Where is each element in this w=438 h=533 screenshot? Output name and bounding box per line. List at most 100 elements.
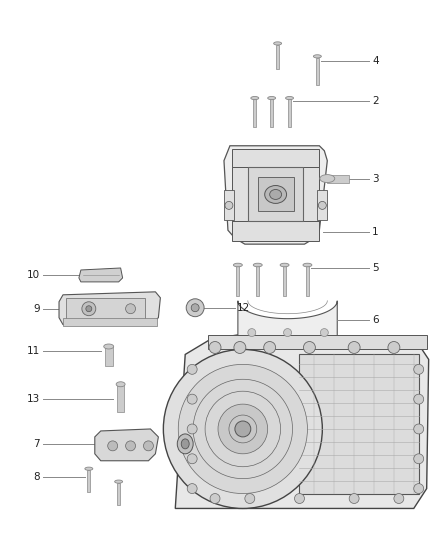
Polygon shape — [79, 268, 123, 282]
Text: 6: 6 — [372, 314, 378, 325]
Bar — [316, 58, 319, 85]
Text: 10: 10 — [27, 270, 40, 280]
Circle shape — [245, 494, 255, 504]
Polygon shape — [95, 429, 159, 461]
Bar — [232, 167, 248, 221]
Circle shape — [210, 494, 220, 504]
Text: 5: 5 — [372, 263, 378, 273]
Circle shape — [209, 342, 221, 353]
Circle shape — [248, 329, 256, 336]
Circle shape — [187, 365, 197, 374]
Circle shape — [218, 404, 268, 454]
Bar — [327, 175, 349, 182]
Text: 3: 3 — [372, 174, 378, 183]
Ellipse shape — [303, 263, 312, 267]
Circle shape — [414, 454, 424, 464]
Text: 11: 11 — [27, 346, 40, 357]
Circle shape — [82, 302, 96, 316]
Bar — [63, 318, 157, 326]
Bar — [304, 167, 319, 221]
Text: 9: 9 — [34, 304, 40, 314]
Ellipse shape — [280, 263, 289, 267]
Ellipse shape — [265, 185, 286, 204]
Circle shape — [187, 394, 197, 404]
Bar — [232, 149, 319, 167]
Polygon shape — [224, 146, 327, 244]
Circle shape — [234, 342, 246, 353]
Bar — [117, 384, 124, 412]
Bar — [224, 190, 234, 220]
Bar — [256, 266, 259, 296]
Circle shape — [86, 306, 92, 312]
Bar — [253, 99, 256, 127]
Circle shape — [126, 304, 135, 314]
Circle shape — [163, 350, 322, 508]
Circle shape — [187, 424, 197, 434]
Bar — [208, 335, 427, 350]
Ellipse shape — [270, 190, 282, 199]
Bar — [270, 99, 273, 127]
Circle shape — [294, 494, 304, 504]
Bar — [258, 176, 293, 212]
Ellipse shape — [116, 382, 125, 387]
Bar — [66, 298, 145, 320]
Bar — [236, 266, 240, 296]
Bar — [232, 221, 319, 241]
Circle shape — [283, 329, 292, 336]
Ellipse shape — [177, 434, 193, 454]
Circle shape — [187, 454, 197, 464]
Circle shape — [144, 441, 153, 451]
Circle shape — [178, 365, 307, 494]
Bar — [88, 470, 90, 492]
Circle shape — [264, 342, 276, 353]
Ellipse shape — [85, 467, 93, 470]
Circle shape — [235, 421, 251, 437]
Circle shape — [187, 483, 197, 494]
Circle shape — [394, 494, 404, 504]
Circle shape — [414, 365, 424, 374]
Circle shape — [348, 342, 360, 353]
Circle shape — [318, 201, 326, 209]
Circle shape — [414, 394, 424, 404]
Ellipse shape — [253, 263, 262, 267]
Ellipse shape — [274, 42, 282, 45]
Text: 1: 1 — [372, 227, 378, 237]
Bar — [318, 190, 327, 220]
Ellipse shape — [320, 175, 335, 182]
Text: 8: 8 — [34, 472, 40, 482]
Bar — [117, 483, 120, 505]
Ellipse shape — [181, 439, 189, 449]
Bar — [283, 266, 286, 296]
Circle shape — [304, 342, 315, 353]
Bar — [105, 346, 113, 366]
Ellipse shape — [115, 480, 123, 483]
Ellipse shape — [104, 344, 114, 349]
Text: 12: 12 — [237, 303, 250, 313]
Bar — [248, 167, 304, 221]
Bar — [276, 45, 279, 69]
Bar — [306, 266, 309, 296]
Circle shape — [193, 379, 293, 479]
Circle shape — [186, 299, 204, 317]
Circle shape — [205, 391, 281, 467]
Circle shape — [108, 441, 118, 451]
Ellipse shape — [233, 263, 242, 267]
Circle shape — [320, 329, 328, 336]
Ellipse shape — [286, 96, 293, 100]
Circle shape — [414, 424, 424, 434]
Bar — [288, 99, 291, 127]
Circle shape — [229, 415, 257, 443]
Ellipse shape — [268, 96, 276, 100]
Text: 13: 13 — [27, 394, 40, 404]
Text: 7: 7 — [34, 439, 40, 449]
Circle shape — [388, 342, 400, 353]
Circle shape — [349, 494, 359, 504]
Polygon shape — [238, 301, 337, 337]
Circle shape — [191, 304, 199, 312]
Polygon shape — [175, 335, 429, 508]
Polygon shape — [59, 292, 160, 325]
Ellipse shape — [314, 55, 321, 58]
Circle shape — [126, 441, 135, 451]
Circle shape — [414, 483, 424, 494]
Bar — [300, 354, 419, 494]
